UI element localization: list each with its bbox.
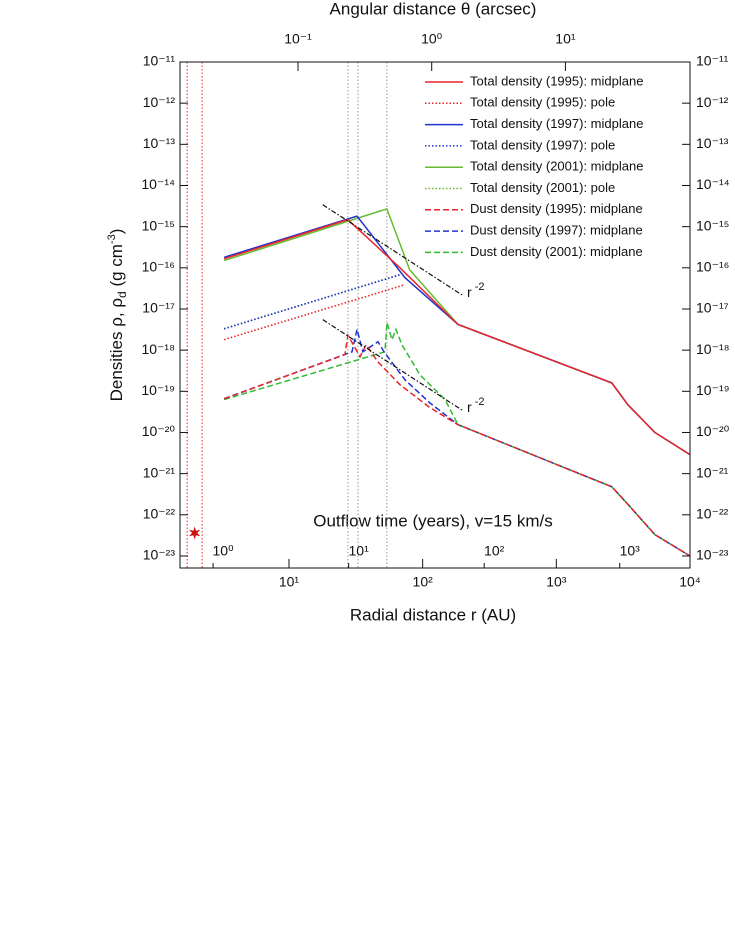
y2-tick-label: 10⁻²² <box>696 506 729 522</box>
y2-tick-label: 10⁻²¹ <box>696 464 729 480</box>
series-line <box>223 332 691 557</box>
plot-area: r -2r -2 <box>186 62 691 568</box>
y2-tick-label: 10⁻²³ <box>696 547 729 563</box>
top-axis-title: Angular distance θ (arcsec) <box>330 0 537 18</box>
y-tick-label: 10⁻¹⁵ <box>142 217 175 233</box>
reference-label-sup: -2 <box>472 396 485 408</box>
x2-tick-label: 10¹ <box>555 31 576 47</box>
y-title-part: Densities ρ, ρ <box>107 298 126 401</box>
y-tick-label: 10⁻¹⁹ <box>141 382 175 398</box>
x2-tick-label: 10⁰ <box>421 31 443 47</box>
series-line <box>223 218 691 456</box>
reference-label-sup: -2 <box>472 281 485 293</box>
x-tick-label: 10⁴ <box>679 574 701 590</box>
legend-label: Dust density (2001): midplane <box>470 244 643 259</box>
y2-tick-label: 10⁻¹² <box>696 94 729 110</box>
y2-tick-label: 10⁻¹⁹ <box>696 382 730 398</box>
y-axis-title: Densities ρ, ρd (g cm-3) <box>106 229 129 402</box>
y2-tick-label: 10⁻¹¹ <box>696 53 729 69</box>
reference-label-base: r <box>467 284 472 300</box>
y-tick-label: 10⁻²³ <box>143 547 176 563</box>
x3-tick-label: 10³ <box>620 543 641 559</box>
plot-frame <box>179 61 691 569</box>
legend-label: Dust density (1997): midplane <box>470 223 643 238</box>
y-title-part: ) <box>107 229 126 235</box>
series-line <box>223 273 401 330</box>
reference-label: r -2 <box>467 281 485 300</box>
y-tick-label: 10⁻²¹ <box>143 464 176 480</box>
y-title-part: (g cm <box>107 244 126 291</box>
x-axis-title: Radial distance r (AU) <box>350 605 516 624</box>
x-tick-label: 10³ <box>546 574 567 590</box>
x3-tick-label: 10⁰ <box>212 543 234 559</box>
y2-tick-label: 10⁻¹⁵ <box>696 217 729 233</box>
y-title-sup: -3 <box>106 234 118 244</box>
legend-label: Total density (1995): midplane <box>470 73 643 88</box>
reference-label: r -2 <box>467 396 485 415</box>
x-tick-label: 10² <box>413 574 434 590</box>
x3-tick-label: 10¹ <box>349 543 370 559</box>
x-tick-label: 10¹ <box>279 574 300 590</box>
inner-axis-title: Outflow time (years), v=15 km/s <box>313 511 552 530</box>
y2-tick-label: 10⁻¹⁸ <box>696 341 730 357</box>
legend-label: Total density (1997): pole <box>470 137 615 152</box>
legend-label: Total density (2001): pole <box>470 180 615 195</box>
y-tick-label: 10⁻¹² <box>143 94 176 110</box>
legend-label: Total density (2001): midplane <box>470 159 643 174</box>
y-tick-label: 10⁻¹⁷ <box>142 300 175 316</box>
x3-tick-label: 10² <box>484 543 505 559</box>
y-tick-label: 10⁻¹³ <box>143 135 176 151</box>
y2-tick-label: 10⁻¹⁴ <box>696 176 730 192</box>
reference-label-base: r <box>467 399 472 415</box>
reference-line <box>322 319 463 411</box>
legend-label: Dust density (1995): midplane <box>470 201 643 216</box>
y2-tick-label: 10⁻²⁰ <box>696 423 730 439</box>
y-tick-label: 10⁻¹⁸ <box>141 341 175 357</box>
y-tick-label: 10⁻¹⁶ <box>142 259 175 275</box>
y-tick-label: 10⁻¹⁴ <box>141 176 175 192</box>
y2-tick-label: 10⁻¹³ <box>696 135 729 151</box>
star-marker <box>189 526 201 540</box>
y-title-sub: d <box>115 291 129 298</box>
x2-tick-label: 10⁻¹ <box>284 31 312 47</box>
y-tick-label: 10⁻²⁰ <box>142 423 176 439</box>
reference-line <box>322 204 463 296</box>
y2-tick-label: 10⁻¹⁷ <box>696 300 729 316</box>
y2-tick-label: 10⁻¹⁶ <box>696 259 729 275</box>
y-tick-label: 10⁻¹¹ <box>143 53 176 69</box>
legend-label: Total density (1995): pole <box>470 95 615 110</box>
legend-label: Total density (1997): midplane <box>470 116 643 131</box>
series-line <box>223 283 406 341</box>
y-tick-label: 10⁻²² <box>143 506 176 522</box>
